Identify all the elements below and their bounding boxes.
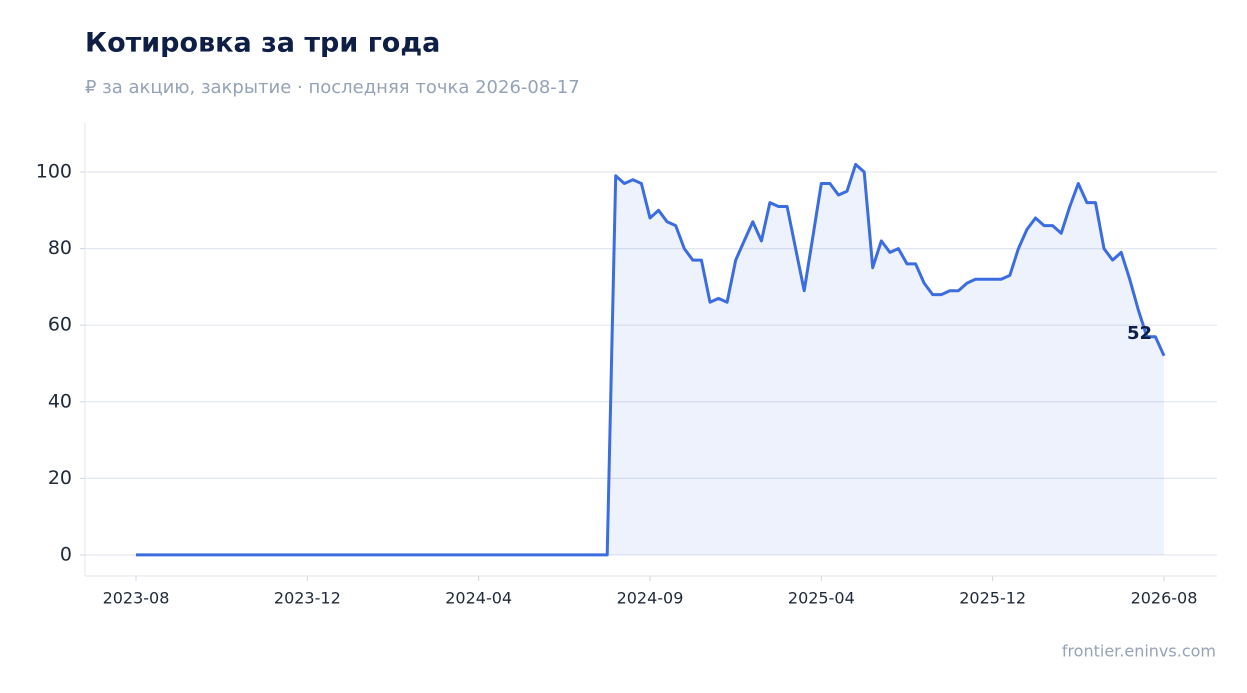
x-tick-label: 2025-12 (959, 589, 1026, 608)
x-tick-label: 2023-08 (103, 589, 170, 608)
x-tick-label: 2024-09 (617, 589, 684, 608)
y-tick-label: 40 (48, 390, 72, 412)
source: frontier.eninvs.com (1062, 642, 1216, 661)
chart-subtitle: ₽ за акцию, закрытие · последняя точка 2… (85, 77, 580, 98)
x-tick-label: 2023-12 (274, 589, 341, 608)
y-tick-label: 80 (48, 237, 72, 259)
y-tick-label: 100 (36, 161, 72, 183)
line (136, 162, 1166, 557)
y-tick-label: 0 (60, 543, 72, 565)
value-label: 52 (1127, 323, 1152, 344)
x-tick-label: 2026-08 (1131, 589, 1198, 608)
y-tick-label: 60 (48, 314, 72, 336)
y-tick-label: 20 (48, 467, 72, 489)
x-tick-label: 2024-04 (445, 589, 512, 608)
chart-title: Котировка за три года (85, 28, 440, 59)
x-tick-label: 2025-04 (788, 589, 855, 608)
area (136, 164, 1164, 555)
